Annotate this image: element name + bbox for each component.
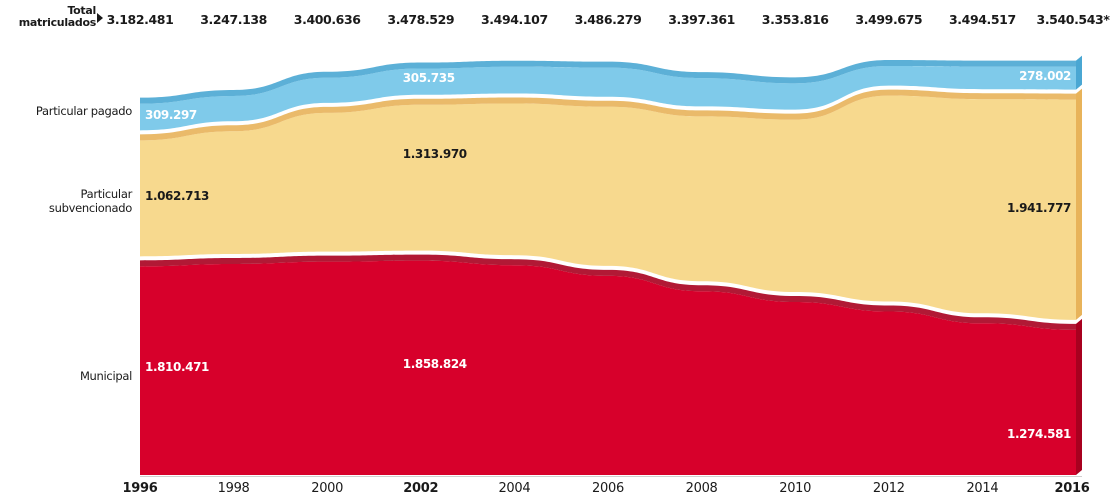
area-band-particular-pagado — [140, 66, 1076, 131]
area-edge-municipal — [140, 254, 1076, 330]
series-label-particular-pagado: Particular pagado — [35, 104, 132, 118]
x-tick-label: 2016 — [1054, 481, 1090, 496]
x-tick-label: 1996 — [122, 481, 158, 496]
value-label: 1.274.581 — [1007, 427, 1071, 442]
total-arrow-icon — [97, 13, 103, 23]
area-edge-particular-subvencionado — [140, 89, 1076, 141]
x-tick-label: 2014 — [966, 481, 999, 496]
total-value: 3.247.138 — [200, 12, 267, 27]
series-label-municipal: Municipal — [79, 369, 132, 383]
total-value: 3.397.361 — [668, 12, 735, 27]
area-side-particular-pagado — [1076, 55, 1082, 90]
area-edge-particular-pagado — [140, 60, 1076, 104]
total-matriculados-label: Total matriculados — [18, 4, 97, 29]
value-label: 278.002 — [1019, 69, 1071, 84]
x-tick-label: 2006 — [592, 481, 624, 496]
x-tick-label: 2012 — [872, 481, 905, 496]
x-tick-label: 1998 — [217, 481, 250, 496]
total-value: 3.494.517 — [949, 12, 1016, 27]
total-value: 3.499.675 — [855, 12, 923, 27]
area-band-municipal — [140, 260, 1076, 475]
value-label: 1.858.824 — [402, 356, 467, 371]
area-band-particular-subvencionado — [140, 95, 1076, 320]
total-value: 3.400.636 — [293, 12, 361, 27]
total-value: 3.182.481 — [106, 12, 174, 27]
x-tick-label: 2000 — [311, 481, 344, 496]
area-side-municipal — [1076, 318, 1082, 475]
area-side-particular-subvencionado — [1076, 88, 1082, 320]
x-tick-label: 2008 — [685, 481, 718, 496]
total-value: 3.494.107 — [481, 12, 548, 27]
x-axis-line — [140, 476, 1082, 477]
x-tick-label: 2002 — [403, 481, 439, 496]
total-value: 3.486.279 — [574, 12, 642, 27]
total-value: 3.478.529 — [387, 12, 455, 27]
total-value: 3.540.543* — [1036, 12, 1110, 27]
x-tick-label: 2004 — [498, 481, 531, 496]
value-label: 309.297 — [145, 107, 197, 122]
value-label: 305.735 — [402, 70, 455, 85]
value-label: 1.810.471 — [145, 359, 209, 374]
value-label: 1.062.713 — [145, 189, 209, 204]
series-label-particular-subvencionado: Particular subvencionado — [48, 187, 132, 215]
value-label: 1.941.777 — [1007, 200, 1071, 215]
total-value: 3.353.816 — [761, 12, 829, 27]
value-label: 1.313.970 — [402, 146, 467, 161]
x-tick-label: 2010 — [779, 481, 812, 496]
